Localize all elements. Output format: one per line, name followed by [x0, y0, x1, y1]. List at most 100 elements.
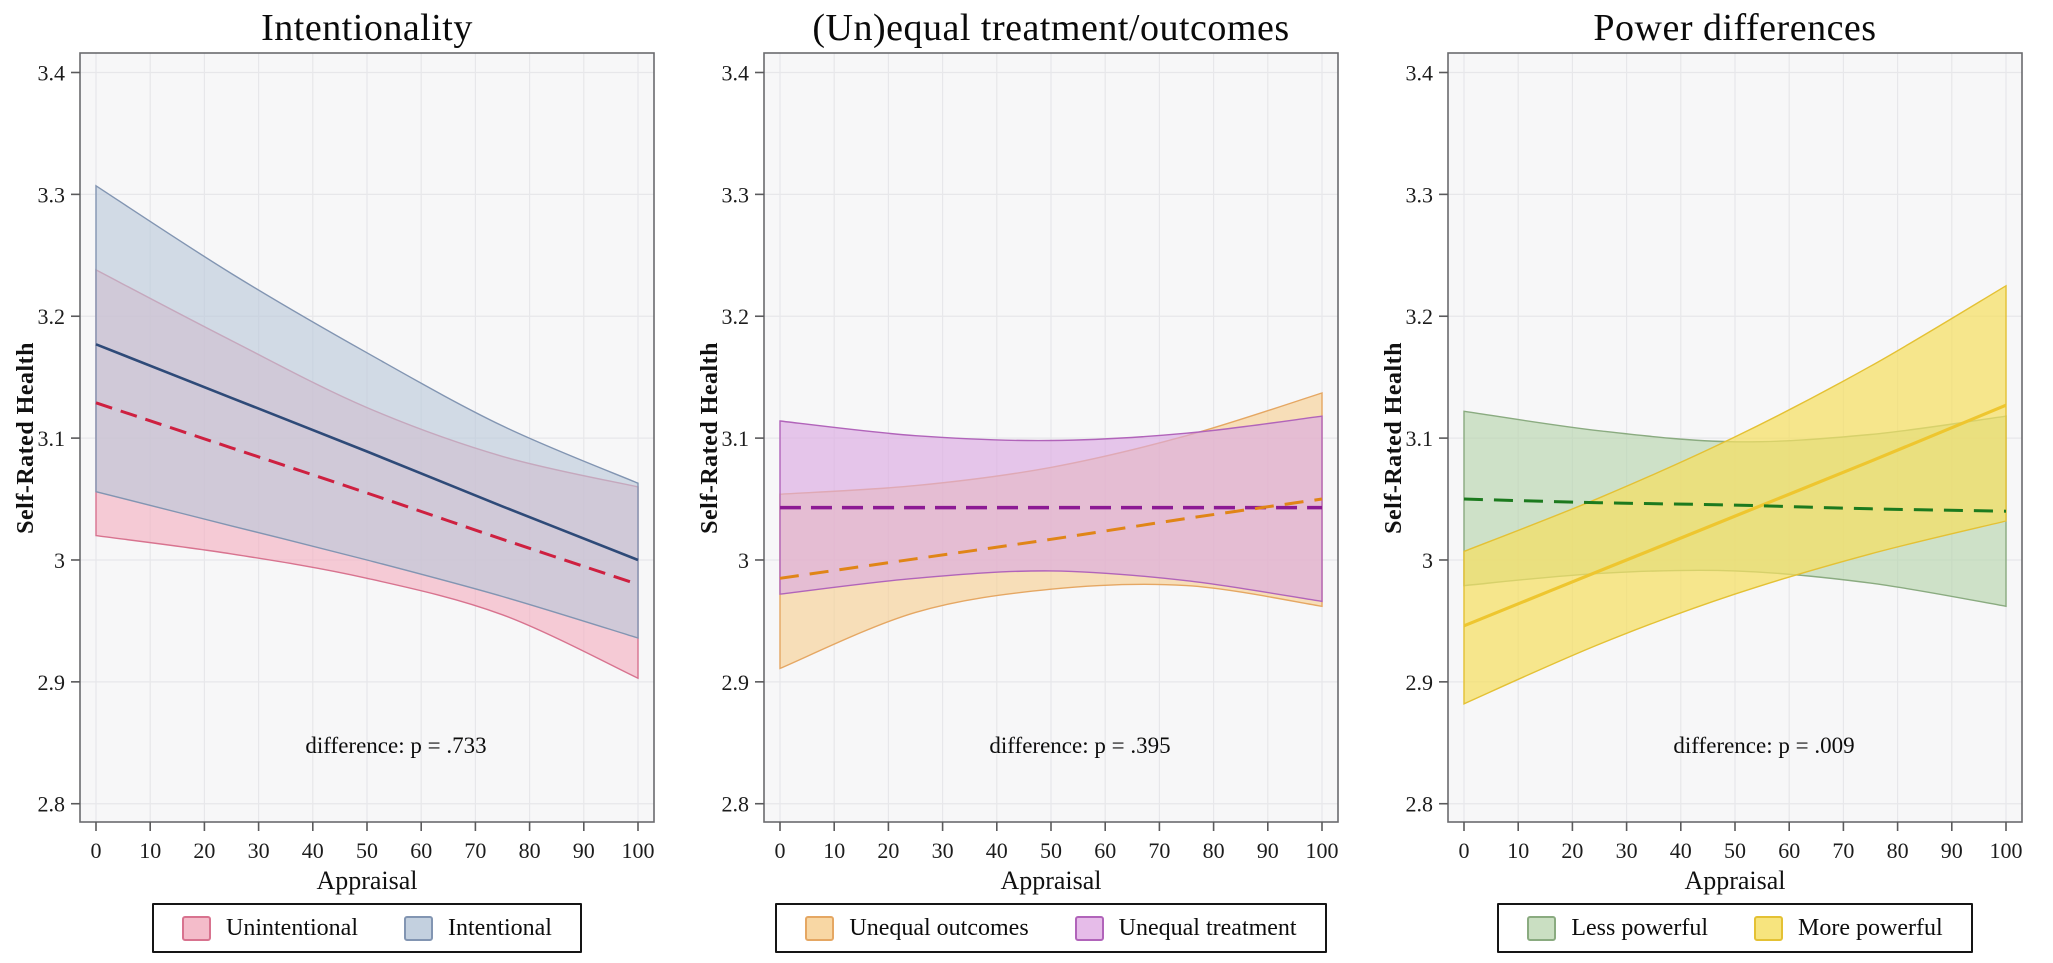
- legend-label: Unintentional: [226, 915, 358, 941]
- x-tick-label: 60: [410, 838, 432, 863]
- ci-band-more-powerful: [1463, 284, 2007, 705]
- y-tick-label: 3.3: [1406, 182, 1434, 207]
- y-axis-label-wrap: Self-Rated Health: [1368, 53, 1420, 822]
- ci-band-intentional: [95, 184, 639, 639]
- y-tick-label: 2.9: [38, 670, 66, 695]
- panel-intentionality: Intentionality 2.8 2.9 3 3.1 3.2 3.3 3.4 0 10 20 3…: [0, 0, 684, 963]
- x-tick-label: 20: [877, 838, 899, 863]
- panel-title: (Un)equal treatment/outcomes: [812, 7, 1290, 49]
- more-powerful-swatch-icon: [1754, 915, 1783, 941]
- y-tick-label: 3.3: [722, 182, 750, 207]
- x-tick-label: 70: [1148, 838, 1170, 863]
- x-tick-label: 90: [1257, 838, 1279, 863]
- x-tick-label: 80: [1203, 838, 1225, 863]
- x-tick-label: 50: [1724, 838, 1746, 863]
- unequal-outcomes-swatch-icon: [805, 915, 835, 941]
- mean-line-unintentional: [95, 401, 639, 586]
- mean-line-more-powerful: [1463, 403, 2007, 628]
- x-tick-label: 40: [302, 838, 324, 863]
- x-tick-label: 30: [1616, 838, 1638, 863]
- panel-power-differences: Power differences 2.8 2.9 3 3.1 3.2 3.3 3.4 0 10…: [1368, 0, 2052, 963]
- x-axis-label: Appraisal: [1000, 866, 1102, 895]
- panel-unequal-treatment-outcomes: (Un)equal treatment/outcomes 2.8 2.9 3 3.1 3…: [684, 0, 1368, 963]
- y-axis-label: Self-Rated Health: [696, 341, 723, 534]
- legend-label: Less powerful: [1571, 915, 1708, 941]
- x-tick-label: 80: [1887, 838, 1909, 863]
- x-tick-label: 30: [932, 838, 954, 863]
- mean-line-intentional: [95, 343, 639, 562]
- y-axis-label-wrap: Self-Rated Health: [0, 53, 52, 822]
- legend-box: Unintentional Intentional: [152, 903, 582, 953]
- intentional-swatch-icon: [404, 915, 433, 941]
- x-tick-label: 100: [1990, 838, 2023, 863]
- legend-label: Unequal treatment: [1118, 915, 1297, 941]
- legend-entry: Less powerful: [1527, 914, 1708, 942]
- x-tick-label: 20: [193, 838, 215, 863]
- x-tick-label: 70: [464, 838, 486, 863]
- legend-label: Unequal outcomes: [849, 915, 1029, 941]
- y-tick-label: 2.8: [722, 792, 750, 817]
- legend-entry: Unintentional: [182, 914, 358, 942]
- p-value-annotation: difference: p = .395: [989, 733, 1171, 758]
- x-tick-label: 30: [248, 838, 270, 863]
- x-tick-label: 90: [573, 838, 595, 863]
- x-tick-label: 10: [823, 838, 845, 863]
- x-tick-label: 70: [1832, 838, 1854, 863]
- y-tick-label: 3.3: [38, 182, 66, 207]
- legend-entry: Unequal treatment: [1074, 914, 1297, 942]
- legend-box: Less powerful More powerful: [1497, 903, 1973, 953]
- y-tick-label: 3.4: [722, 60, 750, 85]
- y-tick-label: 3.4: [38, 60, 66, 85]
- p-value-annotation: difference: p = .733: [305, 733, 487, 758]
- y-tick-label: 3.2: [38, 304, 66, 329]
- x-tick-label: 50: [356, 838, 378, 863]
- legend-entry: Intentional: [404, 914, 552, 942]
- legend-row: Unequal outcomes Unequal treatment: [764, 903, 1338, 953]
- less-powerful-swatch-icon: [1527, 915, 1557, 941]
- chart-plot-area: 2.8 2.9 3 3.1 3.2 3.3 3.4 0 10 20 30 40 50 60 70 80 90 10…: [38, 52, 655, 863]
- unintentional-swatch-icon: [182, 915, 212, 941]
- y-tick-label: 2.9: [722, 670, 750, 695]
- y-tick-label: 3: [54, 548, 65, 573]
- chart-plot-area: 2.8 2.9 3 3.1 3.2 3.3 3.4 0 10 20 30 40 50 60 70 80 90 10…: [1406, 52, 2023, 863]
- x-tick-label: 0: [1459, 838, 1470, 863]
- ci-band-unequal-treatment: [779, 415, 1323, 603]
- y-tick-label: 2.9: [1406, 670, 1434, 695]
- x-tick-label: 10: [1507, 838, 1529, 863]
- x-tick-label: 80: [519, 838, 541, 863]
- y-tick-label: 3.1: [1406, 426, 1434, 451]
- legend-label: Intentional: [448, 915, 552, 941]
- x-tick-label: 60: [1778, 838, 1800, 863]
- panel-title: Intentionality: [261, 7, 473, 49]
- y-tick-label: 3.1: [722, 426, 750, 451]
- y-axis-label: Self-Rated Health: [1380, 341, 1407, 534]
- mean-line-unequal-outcomes: [779, 497, 1323, 580]
- y-tick-label: 3.2: [1406, 304, 1434, 329]
- legend-box: Unequal outcomes Unequal treatment: [775, 903, 1327, 953]
- x-tick-label: 40: [1670, 838, 1692, 863]
- y-tick-label: 3.2: [722, 304, 750, 329]
- mean-line-less-powerful: [1463, 497, 2007, 513]
- legend-row: Unintentional Intentional: [80, 903, 654, 953]
- p-value-annotation: difference: p = .009: [1673, 733, 1855, 758]
- y-tick-label: 3.1: [38, 426, 66, 451]
- y-axis-label: Self-Rated Health: [12, 341, 39, 534]
- x-tick-label: 40: [986, 838, 1008, 863]
- x-tick-label: 20: [1561, 838, 1583, 863]
- x-tick-label: 60: [1094, 838, 1116, 863]
- legend-entry: More powerful: [1754, 914, 1943, 942]
- legend-label: More powerful: [1798, 915, 1943, 941]
- x-tick-label: 0: [91, 838, 102, 863]
- legend-entry: Unequal outcomes: [805, 914, 1029, 942]
- y-axis-label-wrap: Self-Rated Health: [684, 53, 736, 822]
- panel-title: Power differences: [1593, 7, 1877, 49]
- x-axis-label: Appraisal: [1684, 866, 1786, 895]
- y-tick-label: 3: [738, 548, 749, 573]
- x-axis-label: Appraisal: [316, 866, 418, 895]
- x-tick-label: 50: [1040, 838, 1062, 863]
- x-tick-label: 0: [775, 838, 786, 863]
- chart-plot-area: 2.8 2.9 3 3.1 3.2 3.3 3.4 0 10 20 30 40 50 60 70 80 90 10…: [722, 52, 1339, 863]
- y-tick-label: 2.8: [38, 792, 66, 817]
- y-tick-label: 3: [1422, 548, 1433, 573]
